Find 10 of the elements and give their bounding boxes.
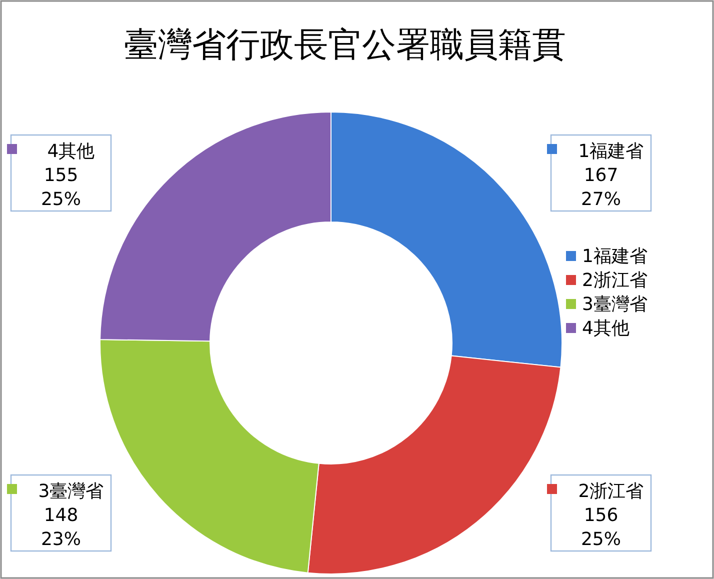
legend-label: 1福建省 [578,141,644,162]
data-label: 148 23% [40,505,82,550]
data-label: 167 27% [580,165,622,210]
chart-title: 臺灣省行政長官公署職員籍貫 [124,25,566,65]
legend-label: 3臺灣省 [38,481,104,502]
data-label: 155 25% [40,165,82,210]
legend-label: 4其他 [47,141,95,162]
legend-label: 2浙江省 [578,481,644,502]
legend: 1福建省 2浙江省 3臺灣省 4其他 [566,246,648,339]
data-label: 156 25% [580,505,622,550]
